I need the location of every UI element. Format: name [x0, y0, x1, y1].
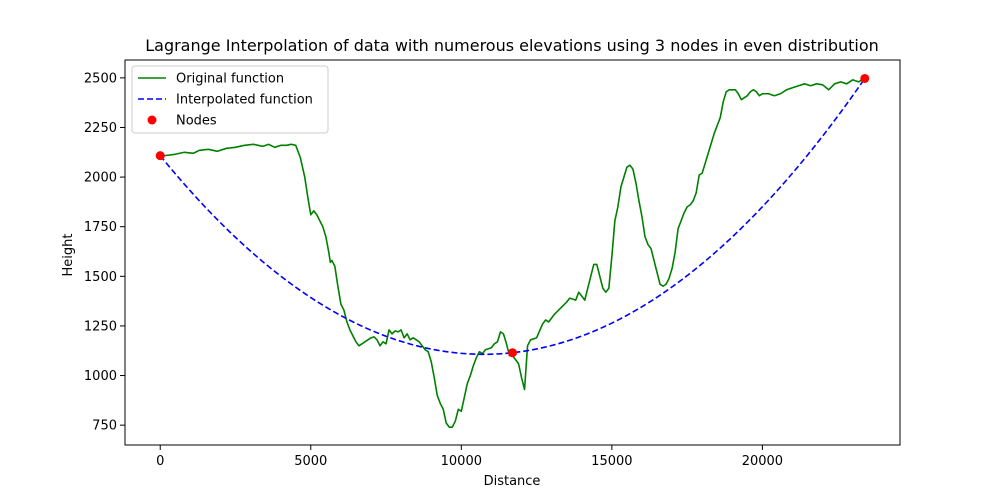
y-tick-label: 1250: [84, 319, 117, 334]
x-tick-label: 0: [156, 454, 164, 469]
legend-interpolated-label: Interpolated function: [176, 93, 313, 108]
y-tick-label: 2500: [84, 71, 117, 86]
x-tick-label: 10000: [441, 454, 482, 469]
node-point: [860, 73, 870, 83]
y-tick-label: 1000: [84, 369, 117, 384]
x-tick-label: 15000: [591, 454, 632, 469]
node-point: [508, 348, 517, 358]
axes-frame: [124, 59, 901, 446]
x-tick-label: 5000: [294, 454, 327, 469]
x-axis-label: Distance: [484, 474, 541, 489]
interpolated-function-line: [159, 78, 866, 356]
x-tick-label: 20000: [742, 454, 783, 469]
y-axis-label: Height: [61, 234, 76, 277]
legend-nodes-swatch: [147, 115, 157, 125]
y-tick-label: 2250: [84, 121, 117, 136]
y-tick-label: 750: [92, 419, 117, 434]
y-tick-label: 1750: [84, 220, 117, 235]
chart-title: Lagrange Interpolation of data with nume…: [145, 36, 879, 55]
y-tick-label: 1500: [84, 270, 117, 285]
legend-nodes-label: Nodes: [176, 114, 217, 129]
legend-box: [131, 65, 329, 134]
original-function-line: [160, 77, 866, 428]
plot-area: [159, 77, 866, 428]
node-point: [155, 151, 165, 161]
legend-original-label: Original function: [176, 72, 284, 87]
y-tick-label: 2000: [84, 171, 117, 186]
